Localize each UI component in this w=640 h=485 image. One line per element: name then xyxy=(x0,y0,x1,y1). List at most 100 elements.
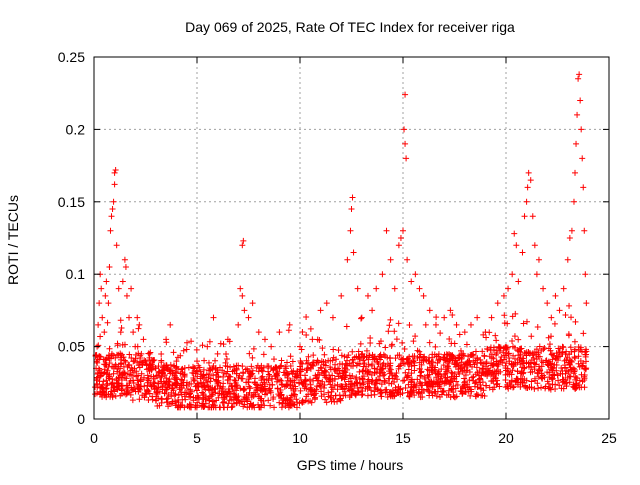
data-point xyxy=(459,364,466,371)
data-point xyxy=(490,373,497,380)
data-point xyxy=(264,363,271,370)
data-point xyxy=(180,371,187,378)
data-point xyxy=(133,351,140,358)
data-point xyxy=(155,363,162,370)
data-point xyxy=(302,383,309,390)
data-point xyxy=(545,385,552,392)
data-point xyxy=(96,300,103,307)
data-point xyxy=(432,321,439,328)
data-point xyxy=(454,382,461,389)
data-point xyxy=(464,367,471,374)
data-point xyxy=(239,363,246,370)
data-point xyxy=(473,379,480,386)
data-point xyxy=(101,329,108,336)
data-point xyxy=(100,378,107,385)
data-point xyxy=(374,386,381,393)
data-point xyxy=(119,371,126,378)
data-point xyxy=(194,367,201,374)
data-point xyxy=(549,376,556,383)
data-point xyxy=(346,372,353,379)
data-point xyxy=(426,379,433,386)
data-point xyxy=(426,307,433,314)
data-point xyxy=(267,402,274,409)
data-point xyxy=(140,336,147,343)
data-point xyxy=(336,396,343,403)
data-point xyxy=(490,362,497,369)
data-point xyxy=(400,227,406,234)
data-point xyxy=(488,354,495,361)
data-point xyxy=(161,379,168,386)
x-tick-label: 15 xyxy=(395,430,411,446)
data-point xyxy=(113,363,120,370)
data-point xyxy=(173,358,180,365)
data-point xyxy=(492,332,499,339)
data-point xyxy=(437,385,444,392)
data-point xyxy=(523,318,530,325)
data-point xyxy=(115,285,122,292)
data-point xyxy=(170,349,177,356)
data-point xyxy=(581,372,588,379)
data-point xyxy=(113,375,120,382)
data-point xyxy=(199,389,206,396)
data-point xyxy=(194,373,201,380)
data-point xyxy=(100,356,107,363)
data-point xyxy=(117,356,124,363)
data-point xyxy=(569,366,576,373)
data-point xyxy=(528,378,535,385)
data-point xyxy=(472,371,479,378)
data-point xyxy=(110,198,117,205)
data-point xyxy=(551,371,558,378)
data-point xyxy=(536,343,543,350)
data-point xyxy=(108,388,115,395)
data-point xyxy=(378,381,385,388)
data-point xyxy=(429,354,436,361)
data-point xyxy=(225,376,232,383)
data-point xyxy=(548,333,555,340)
data-point xyxy=(134,314,141,321)
data-point xyxy=(454,354,461,361)
data-point xyxy=(94,381,101,388)
data-point xyxy=(171,375,178,382)
data-point xyxy=(250,345,257,352)
data-point xyxy=(526,363,533,370)
data-point xyxy=(451,394,458,401)
data-point xyxy=(406,321,413,328)
data-point xyxy=(355,388,362,395)
data-point xyxy=(410,338,417,345)
data-point xyxy=(521,213,528,220)
data-point xyxy=(321,385,328,392)
data-point xyxy=(497,368,504,375)
data-point xyxy=(283,365,290,372)
data-point xyxy=(417,394,424,401)
data-point xyxy=(542,383,549,390)
data-point xyxy=(332,392,339,399)
data-point xyxy=(228,382,235,389)
data-point xyxy=(338,292,345,299)
data-point xyxy=(358,314,365,321)
data-point xyxy=(292,383,299,390)
data-point xyxy=(255,368,262,375)
data-point xyxy=(201,357,208,364)
data-point xyxy=(124,370,131,377)
data-point xyxy=(204,343,211,350)
data-point xyxy=(102,361,109,368)
data-point xyxy=(369,361,376,368)
y-tick-label: 0.2 xyxy=(66,121,86,137)
data-point xyxy=(220,399,227,406)
data-point xyxy=(247,385,254,392)
data-point xyxy=(449,385,456,392)
data-point xyxy=(568,227,575,234)
data-point xyxy=(421,375,428,382)
data-point xyxy=(127,391,134,398)
data-point xyxy=(367,334,374,341)
data-point xyxy=(477,376,484,383)
data-point xyxy=(417,372,424,379)
data-point xyxy=(180,347,187,354)
data-point xyxy=(401,377,408,384)
data-point xyxy=(112,166,119,173)
data-point xyxy=(363,354,370,361)
data-point xyxy=(260,351,267,358)
data-point xyxy=(336,370,343,377)
data-point xyxy=(468,386,475,393)
